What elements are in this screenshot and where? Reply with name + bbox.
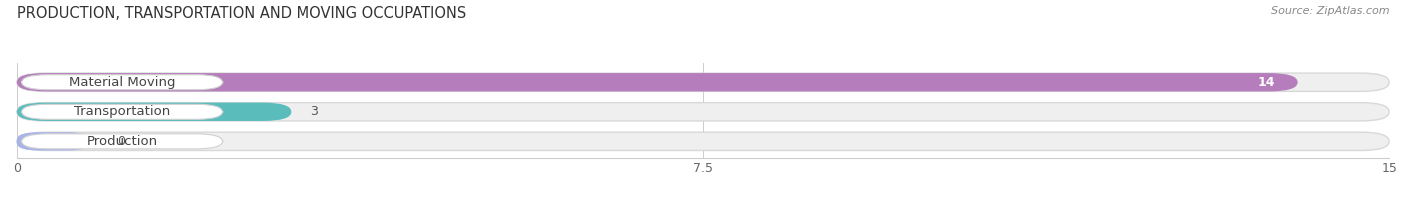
- Text: Transportation: Transportation: [75, 105, 170, 118]
- Text: 0: 0: [118, 135, 125, 148]
- FancyBboxPatch shape: [21, 75, 222, 90]
- Text: Production: Production: [87, 135, 157, 148]
- Text: 3: 3: [309, 105, 318, 118]
- FancyBboxPatch shape: [21, 104, 222, 119]
- Text: PRODUCTION, TRANSPORTATION AND MOVING OCCUPATIONS: PRODUCTION, TRANSPORTATION AND MOVING OC…: [17, 6, 467, 21]
- Text: Material Moving: Material Moving: [69, 76, 176, 89]
- Text: 14: 14: [1257, 76, 1275, 89]
- FancyBboxPatch shape: [17, 73, 1298, 91]
- FancyBboxPatch shape: [21, 134, 222, 149]
- FancyBboxPatch shape: [17, 132, 1389, 151]
- FancyBboxPatch shape: [17, 103, 291, 121]
- FancyBboxPatch shape: [17, 73, 1389, 91]
- Text: Source: ZipAtlas.com: Source: ZipAtlas.com: [1271, 6, 1389, 16]
- FancyBboxPatch shape: [17, 132, 90, 151]
- FancyBboxPatch shape: [17, 103, 1389, 121]
